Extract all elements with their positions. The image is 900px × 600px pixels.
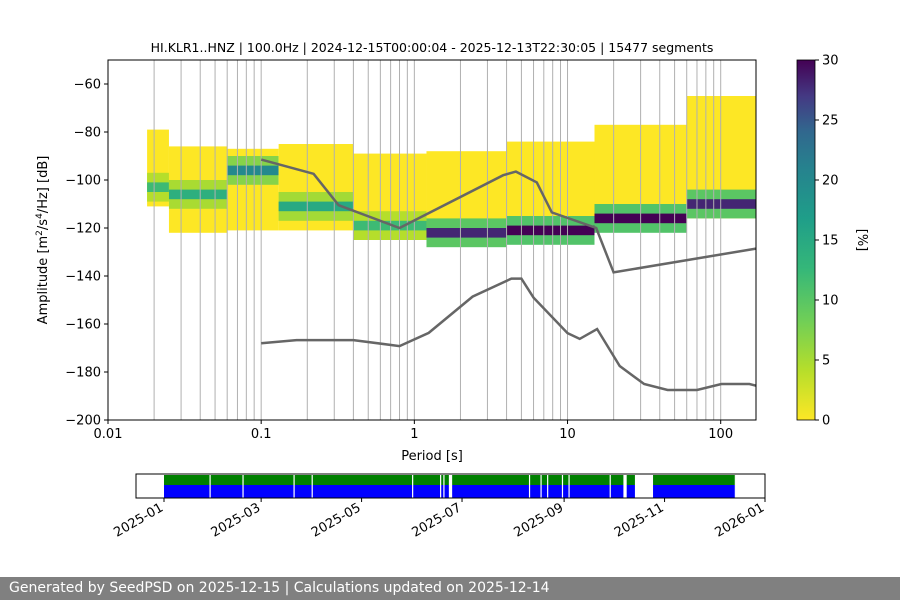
coverage-strip xyxy=(164,475,736,498)
psd-band-mode xyxy=(227,165,279,176)
colorbar-tick-label: 30 xyxy=(822,54,839,69)
x-tick-label: 0.01 xyxy=(94,427,123,442)
y-axis-label-part: /Hz] [dB] xyxy=(36,156,51,214)
coverage-span-lower xyxy=(164,485,449,498)
psd-band-mode xyxy=(426,228,507,238)
colorbar-tick-label: 25 xyxy=(822,114,839,129)
y-axis-label-part: /s xyxy=(36,219,51,230)
x-tick-label: 10 xyxy=(559,427,576,442)
y-axis-label-part: Amplitude [m xyxy=(36,236,51,325)
coverage-span-lower xyxy=(452,485,624,498)
psd-heatmap xyxy=(147,96,756,248)
x-axis-ticks: 0.01 0.1 1 10 100 xyxy=(94,420,733,442)
y-tick-label: −140 xyxy=(65,270,101,285)
colorbar xyxy=(796,59,816,421)
coverage-tick-label: 2025-07 xyxy=(409,500,464,540)
coverage-tick-label: 2025-11 xyxy=(612,500,667,540)
psd-band-mode xyxy=(168,189,228,200)
noise-models xyxy=(260,158,757,392)
coverage-span-lower xyxy=(653,485,736,498)
y-tick-label: −200 xyxy=(65,414,101,429)
noise-model-line xyxy=(261,277,757,392)
colorbar-tick-label: 15 xyxy=(822,234,839,249)
psd-band-mode xyxy=(147,182,169,192)
y-tick-label: −180 xyxy=(65,366,101,381)
y-tick-label: −80 xyxy=(74,126,101,141)
y-tick-label: −120 xyxy=(65,222,101,237)
x-tick-label: 100 xyxy=(708,427,733,442)
colorbar-ticks: 0 5 10 15 20 25 30 xyxy=(815,54,839,429)
coverage-span-upper xyxy=(653,475,736,485)
y-axis-label-sup: 2 xyxy=(35,230,45,236)
psd-band-mode xyxy=(686,199,756,209)
coverage-tick-label: 2025-05 xyxy=(309,500,364,540)
psd-band-mode xyxy=(278,201,354,212)
coverage-tick-label: 2026-01 xyxy=(712,500,767,540)
coverage-tick-label: 2025-01 xyxy=(111,500,166,540)
coverage-span-upper xyxy=(626,475,635,485)
y-tick-label: −160 xyxy=(65,318,101,333)
coverage-ticks: 2025-01 2025-03 2025-05 2025-07 2025-09 2025-… xyxy=(111,498,767,541)
colorbar-tick-label: 10 xyxy=(822,294,839,309)
x-tick-label: 1 xyxy=(410,427,418,442)
colorbar-tick-label: 5 xyxy=(822,354,830,369)
coverage-span-lower xyxy=(626,485,635,498)
colorbar-tick-label: 20 xyxy=(822,174,839,189)
y-axis-ticks: −200 −180 −160 −140 −120 −100 −80 −60 xyxy=(65,78,108,429)
coverage-span-upper xyxy=(164,475,449,485)
y-tick-label: −100 xyxy=(65,174,101,189)
coverage-tick-label: 2025-03 xyxy=(209,500,264,540)
chart-title: HI.KLR1..HNZ | 100.0Hz | 2024-12-15T00:0… xyxy=(151,40,714,55)
plot-frame xyxy=(107,59,757,421)
coverage-frame xyxy=(135,473,766,499)
vertical-grid xyxy=(153,60,722,420)
colorbar-label: [%] xyxy=(854,229,869,252)
y-axis-label-sup: 4 xyxy=(35,213,45,219)
footer: Generated by SeedPSD on 2025-12-15 | Cal… xyxy=(0,577,900,600)
psd-band-mode xyxy=(506,225,595,236)
colorbar-tick-label: 0 xyxy=(822,414,830,429)
footer-text: Generated by SeedPSD on 2025-12-15 | Cal… xyxy=(9,580,550,596)
y-tick-label: −60 xyxy=(74,78,101,93)
coverage-tick-label: 2025-09 xyxy=(512,500,567,540)
x-tick-label: 0.1 xyxy=(251,427,272,442)
x-axis-label: Period [s] xyxy=(401,449,463,464)
coverage-span-upper xyxy=(452,475,624,485)
y-axis-label: Amplitude [m2/s4/Hz] [dB] xyxy=(35,156,51,325)
noise-model-line xyxy=(260,158,757,274)
